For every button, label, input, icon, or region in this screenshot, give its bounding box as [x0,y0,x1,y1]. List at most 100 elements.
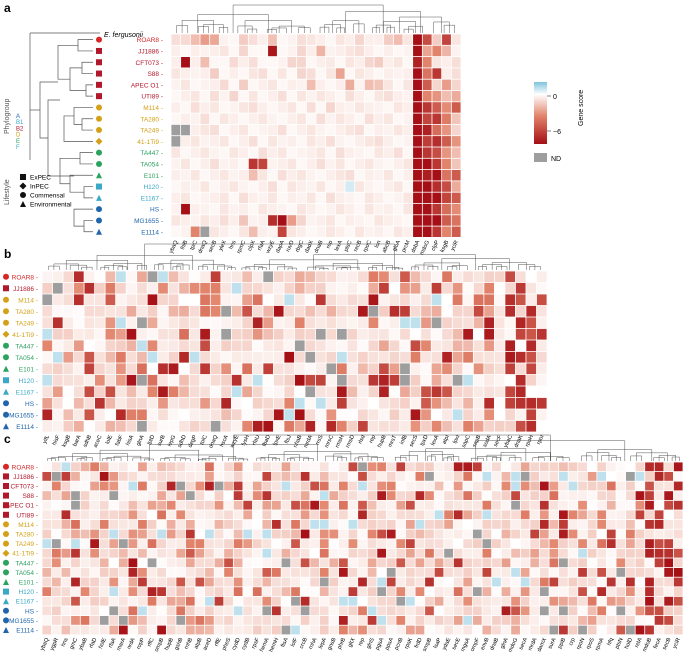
heatmap-cell [310,606,320,616]
heatmap-cell [393,34,403,45]
gene-label: ruvD [285,240,295,253]
heatmap-cell [511,539,520,548]
heatmap-cell [221,397,231,409]
heatmap-cell [432,170,442,181]
heatmap-cell [568,558,578,568]
heatmap-cell [176,606,186,616]
heatmap-cell [432,192,442,204]
heatmap-cell [137,351,147,363]
heatmap-cell [511,529,520,539]
heatmap-cell [128,596,138,606]
heatmap-cell [536,282,547,294]
gene-label: rfaA [108,637,118,649]
heatmap-cell [549,472,559,481]
heatmap-cell [84,420,95,432]
lifestyle-marker [3,607,9,614]
lifestyle-marker [3,473,9,480]
heatmap-cell [606,577,616,587]
heatmap-cell [233,462,243,472]
gene-label: ompB [154,637,166,653]
heatmap-cell [386,491,396,500]
heatmap-cell [210,102,219,113]
heatmap-cell [442,34,451,45]
heatmap-cell [273,317,284,329]
heatmap-cell [319,500,329,510]
heatmap-cell [442,226,451,237]
heatmap-cell [452,294,463,306]
heatmap-cell [316,90,326,102]
heatmap-cell [171,136,181,147]
heatmap-cell [530,539,540,548]
heatmap-cell [137,340,147,352]
heatmap-cell [453,548,463,558]
gene-label: mrsC [324,434,335,449]
heatmap-cell [147,374,158,386]
heatmap-cell [166,625,176,635]
heatmap-cell [338,462,348,472]
heatmap-cell [432,102,442,113]
heatmap-cell [386,577,396,587]
heatmap-cell [190,34,200,45]
heatmap-cell [442,374,452,386]
heatmap-cell [472,481,482,491]
heatmap-cell [52,351,63,363]
heatmap-cell [368,328,379,340]
heatmap-cell [99,481,109,491]
heatmap-cell [310,548,320,558]
heatmap-cell [272,462,281,472]
heatmap-cell [61,568,71,577]
heatmap-cell [258,215,268,226]
heatmap-cell [673,472,683,481]
heatmap-cell [306,226,316,237]
heatmap-cell [425,596,434,606]
heatmap-cell [252,587,262,596]
heatmap-cell [484,305,494,317]
phylogroup-legend-item: D [16,133,21,139]
heatmap-cell [210,351,221,363]
heatmap-cell [306,45,316,57]
heatmap-cell [287,57,297,68]
heatmap-cell [421,305,431,317]
heatmap-cell [377,558,387,568]
heatmap-cell [384,136,393,147]
heatmap-cell [248,102,258,113]
heatmap-cell [147,271,158,283]
heatmap-cell [393,203,403,215]
gene-label: lolF [290,637,299,648]
heatmap-cell [52,294,63,306]
heatmap-cell [84,317,95,329]
heatmap-cell [268,136,277,147]
gene-label: degP [187,434,198,449]
heatmap-cell [305,328,316,340]
gene-label: tpiC [189,240,199,252]
heatmap-cell [185,548,195,558]
heatmap-cell [243,568,253,577]
heatmap-cell [377,596,387,606]
heatmap-cell [386,520,396,529]
heatmap-cell [315,397,326,409]
lifestyle-marker [3,511,9,518]
heatmap-cell [138,568,147,577]
lifestyle-marker [3,285,9,292]
gene-label: glnS [366,637,376,650]
heatmap-cell [200,57,210,68]
heatmap-cell [210,57,219,68]
heatmap-cell [306,203,316,215]
heatmap-cell [306,170,316,181]
heatmap-cell [453,529,463,539]
heatmap-cell [587,558,597,568]
heatmap-cell [200,79,210,91]
heatmap-cell [386,606,396,616]
heatmap-cell [413,90,422,102]
heatmap-cell [61,625,71,635]
heatmap-cell [379,305,389,317]
heatmap-cell [432,215,442,226]
heatmap-cell [377,481,387,491]
gene-label: gmC [69,637,79,650]
heatmap-cell [568,462,578,472]
lifestyle-marker [3,463,9,470]
heatmap-cell [367,510,377,520]
heatmap-cell [73,305,84,317]
lifestyle-legend-marker [20,201,26,207]
heatmap-cell [316,215,326,226]
